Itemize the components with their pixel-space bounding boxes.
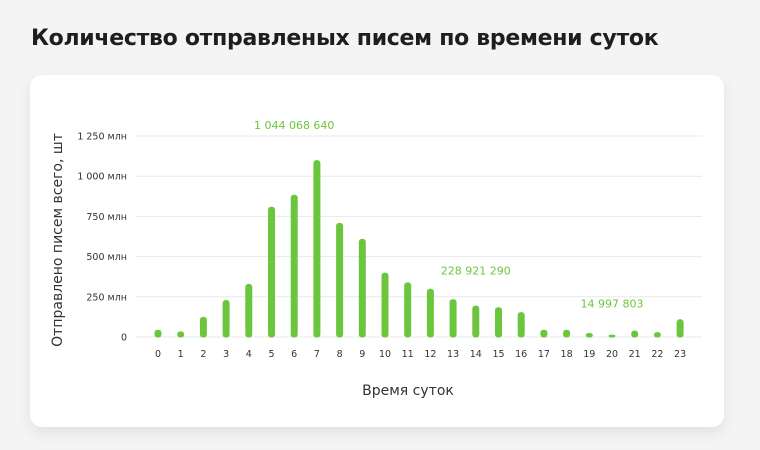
- bar: [154, 329, 162, 338]
- bar: [449, 299, 457, 338]
- x-axis-label: Время суток: [362, 383, 454, 399]
- bar: [268, 206, 275, 338]
- x-tick-label: 21: [629, 349, 641, 360]
- bar: [563, 329, 571, 338]
- y-tick-label: 1 250 млн: [77, 132, 127, 143]
- bar: [404, 282, 412, 338]
- bar: [381, 272, 389, 338]
- bar: [177, 331, 185, 338]
- x-tick-label: 20: [606, 349, 618, 360]
- x-tick-label: 16: [515, 349, 527, 360]
- bar: [290, 194, 298, 338]
- x-tick-label: 3: [223, 349, 229, 360]
- bar: [472, 305, 480, 338]
- x-tick-label: 2: [200, 349, 206, 360]
- x-tick-label: 15: [492, 349, 504, 360]
- data-annotation: 1 044 068 640: [254, 119, 334, 132]
- bar: [336, 222, 344, 338]
- y-tick-label: 750 млн: [86, 212, 127, 223]
- x-tick-label: 18: [561, 349, 573, 360]
- bar: [676, 319, 684, 338]
- x-tick-label: 6: [291, 349, 297, 360]
- x-tick-label: 22: [651, 349, 663, 360]
- bar: [631, 330, 639, 338]
- x-tick-label: 13: [447, 349, 459, 360]
- x-tick-label: 1: [178, 349, 184, 360]
- data-annotation: 14 997 803: [581, 297, 644, 310]
- y-axis-label: Отправлено писем всего, шт: [50, 133, 66, 347]
- x-tick-label: 11: [402, 349, 414, 360]
- x-tick-label: 0: [155, 349, 161, 360]
- y-tick-label: 250 млн: [86, 292, 127, 303]
- x-tick-label: 7: [314, 349, 320, 360]
- y-tick-label: 500 млн: [86, 252, 127, 263]
- x-tick-label: 23: [674, 349, 686, 360]
- x-tick-label: 8: [337, 349, 343, 360]
- page-title: Количество отправленых писем по времени …: [31, 26, 659, 51]
- bar: [358, 238, 366, 338]
- x-tick-label: 9: [359, 349, 365, 360]
- x-tick-label: 4: [246, 349, 252, 360]
- x-tick-label: 10: [379, 349, 391, 360]
- x-tick-label: 17: [538, 349, 550, 360]
- bar: [222, 300, 230, 338]
- bar: [245, 283, 253, 338]
- x-tick-label: 14: [470, 349, 482, 360]
- bar-chart: 0 250 млн 500 млн 750 млн 1 000 млн 1 250 млн…: [50, 119, 702, 399]
- y-tick-label: 0: [121, 333, 127, 344]
- bar: [426, 288, 434, 338]
- bar: [199, 316, 207, 338]
- data-annotation: 228 921 290: [441, 264, 511, 277]
- bar: [608, 334, 616, 338]
- bar: [495, 307, 502, 338]
- bar: [585, 332, 593, 338]
- bar: [517, 312, 525, 338]
- bar: [313, 160, 321, 338]
- y-tick-label: 1 000 млн: [77, 172, 127, 183]
- chart-card: 0 250 млн 500 млн 750 млн 1 000 млн 1 250 млн…: [30, 75, 724, 427]
- bar: [653, 332, 661, 338]
- bar: [540, 329, 548, 338]
- x-tick-label: 5: [268, 349, 274, 360]
- x-tick-label: 19: [583, 349, 595, 360]
- x-tick-label: 12: [424, 349, 436, 360]
